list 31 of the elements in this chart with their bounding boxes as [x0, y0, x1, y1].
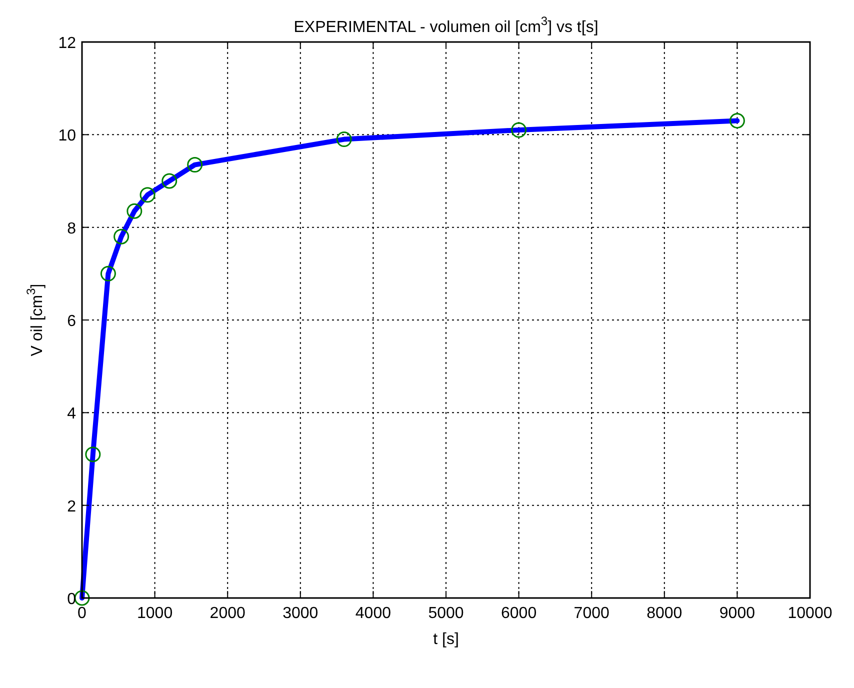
chart-title: EXPERIMENTAL - volumen oil [cm$^{3}$] vs t[s] [294, 14, 598, 36]
x-tick-label: 3000 [282, 605, 318, 622]
y-tick-label: 12 [58, 35, 76, 52]
point [85, 446, 101, 462]
point [114, 228, 130, 244]
x-tick-label: 1000 [137, 605, 173, 622]
x-tick-label: 5000 [428, 605, 464, 622]
point [126, 203, 142, 219]
x-tick-label: 8000 [646, 605, 682, 622]
x-tick-label: 7000 [574, 605, 610, 622]
point [140, 187, 156, 203]
point [187, 157, 203, 173]
x-axis-title: t [s] [433, 631, 459, 648]
y-tick-label: 0 [67, 591, 76, 608]
x-tick-label: 4000 [355, 605, 392, 622]
x-tick-label: 9000 [719, 605, 756, 622]
y-tick-label: 4 [67, 406, 76, 423]
point [511, 122, 527, 138]
point [336, 132, 352, 148]
x-tick-label: 6000 [501, 605, 537, 622]
point [74, 590, 90, 606]
point [162, 173, 178, 189]
point [729, 113, 745, 129]
y-tick-label: 6 [67, 313, 76, 330]
x-tick-label: 2000 [210, 605, 246, 622]
point [100, 266, 116, 282]
y-tick-label: 10 [58, 128, 76, 145]
y-tick-label: 2 [67, 498, 76, 516]
x-tick-label: 10000 [788, 605, 832, 622]
y-tick-label: 8 [67, 220, 76, 238]
x-tick-label: 0 [78, 605, 87, 622]
